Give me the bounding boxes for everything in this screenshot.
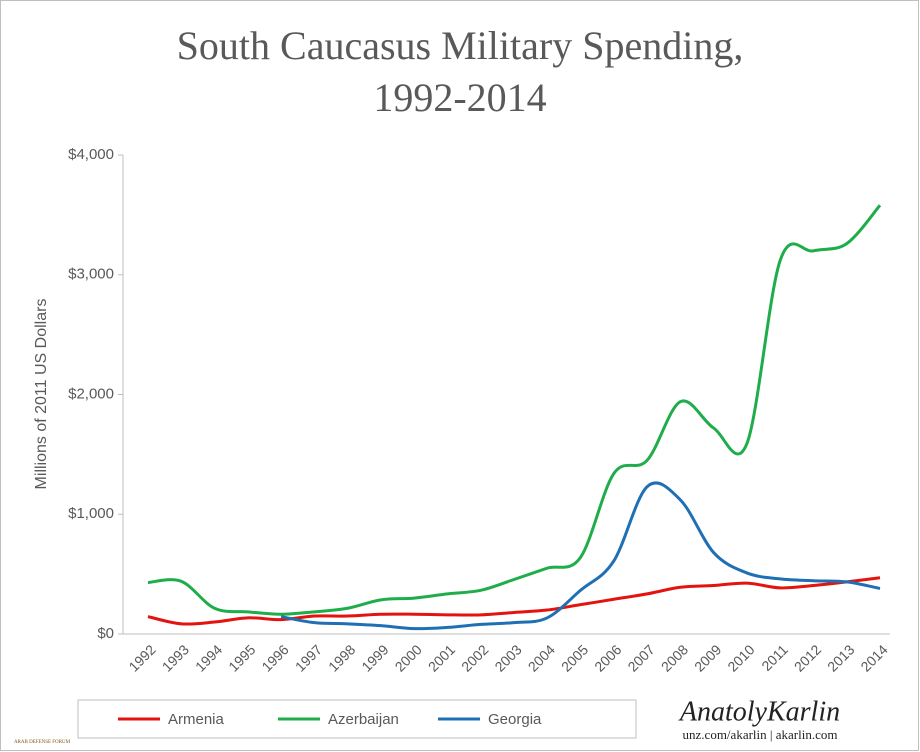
y-tick-label: $2,000 [68,385,114,402]
chart-title: 1992-2014 [373,75,546,120]
series-line [280,481,881,631]
y-tick-label: $3,000 [68,266,114,283]
y-tick-label: $1,000 [68,505,114,522]
watermark: unz.com/akarlin | akarlin.com [683,727,838,742]
legend-box [77,699,637,739]
y-axis-label: Millions of 2011 US Dollars [33,299,50,490]
series-line [147,204,882,616]
legend-label: Armenia [168,711,225,728]
watermark: ARAB DEFENSE FORUM [14,740,71,745]
series-line [147,576,881,626]
chart-title: South Caucasus Military Spending, [177,23,744,68]
y-tick-label: $0 [97,625,114,642]
y-tick-label: $4,000 [68,146,114,163]
watermark: AnatolyKarlin [678,696,840,727]
legend-label: Georgia [488,711,542,728]
legend-label: Azerbaijan [328,711,399,728]
